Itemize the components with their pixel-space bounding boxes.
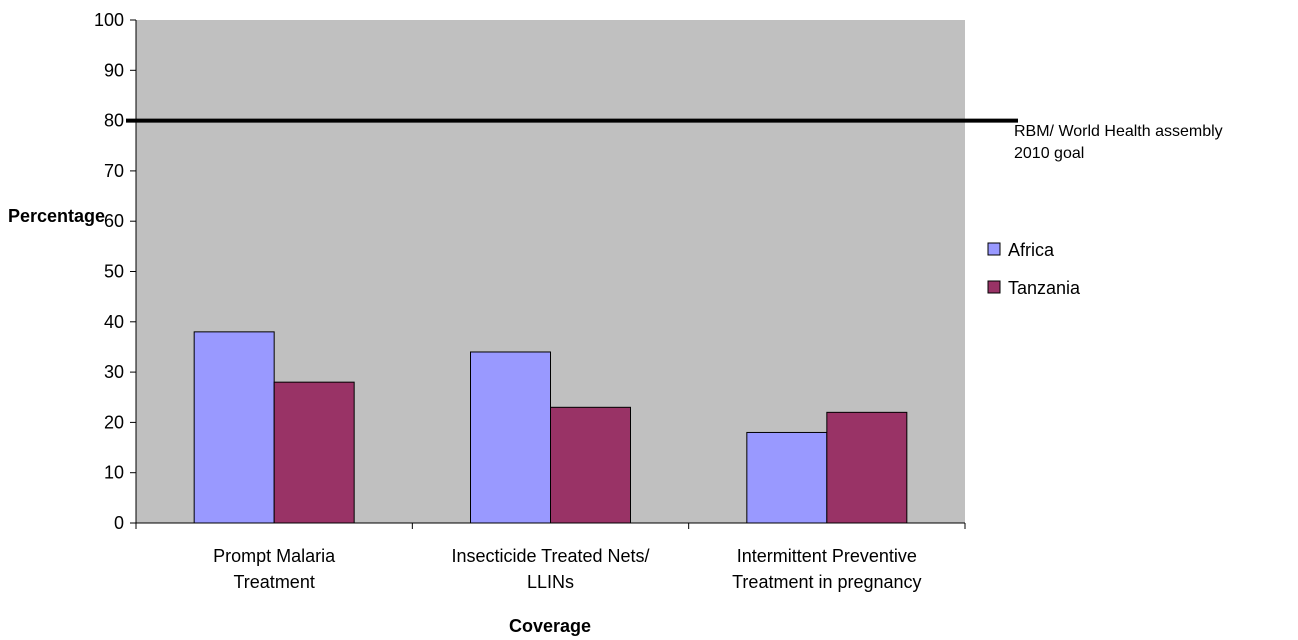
- bars-group: [193, 331, 908, 524]
- x-category-label: Insecticide Treated Nets/: [451, 546, 649, 566]
- x-axis-title: Coverage: [509, 616, 591, 636]
- x-category-label: Prompt Malaria: [213, 546, 336, 566]
- axes-group: 0 10 20 30 40 50 60 70 80 90 100 Prompt Malaria Trea…: [94, 10, 966, 592]
- legend-swatch-africa: [987, 242, 1001, 256]
- legend-label-africa: Africa: [1008, 240, 1055, 260]
- legend: Africa Tanzania: [987, 240, 1081, 298]
- bar-tanzania-2: [550, 406, 631, 524]
- y-tick-label: 100: [94, 10, 124, 30]
- bar-tanzania-1: [273, 381, 355, 524]
- y-tick-label: 40: [104, 312, 124, 332]
- y-axis-title: Percentage: [8, 206, 105, 226]
- legend-label-tanzania: Tanzania: [1008, 278, 1081, 298]
- y-tick-label: 60: [104, 211, 124, 231]
- goal-label: RBM/ World Health assembly: [1014, 123, 1223, 140]
- x-category-label: Intermittent Preventive: [737, 546, 917, 566]
- y-tick-label: 80: [104, 111, 124, 131]
- y-tick-label: 20: [104, 412, 124, 432]
- y-tick-label: 10: [104, 463, 124, 483]
- x-category-label: Treatment in pregnancy: [732, 572, 921, 592]
- bar-tanzania-3: [826, 411, 908, 524]
- y-tick-label: 90: [104, 60, 124, 80]
- x-category-label: Treatment: [233, 572, 314, 592]
- y-tick-label: 0: [114, 513, 124, 533]
- x-category-label: LLINs: [527, 572, 574, 592]
- y-tick-label: 70: [104, 161, 124, 181]
- legend-swatch-tanzania: [987, 280, 1001, 294]
- bar-africa-2: [470, 351, 551, 524]
- goal-label: 2010 goal: [1014, 145, 1084, 162]
- bar-africa-1: [193, 331, 275, 524]
- y-tick-label: 30: [104, 362, 124, 382]
- y-tick-label: 50: [104, 262, 124, 282]
- bar-africa-3: [746, 431, 828, 524]
- reference-line-group: RBM/ World Health assembly 2010 goal: [126, 118, 1223, 162]
